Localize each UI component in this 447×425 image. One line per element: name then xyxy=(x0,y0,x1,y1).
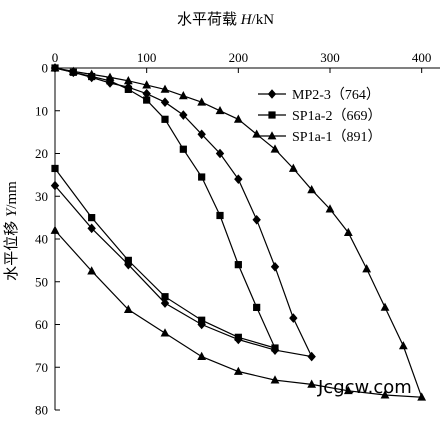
y-axis-title: 水平位移 Y/mm xyxy=(3,181,20,281)
data-point-diamond xyxy=(252,214,261,225)
series-triangle xyxy=(50,63,427,401)
data-point-square xyxy=(161,115,169,123)
axes: 0 100 200 300 400 0 10 20 30 40 50 60 70 80 水平荷载 H/kN 水… xyxy=(3,11,440,418)
data-point-square xyxy=(198,173,206,181)
data-point-square xyxy=(124,85,132,93)
data-point-triangle xyxy=(50,225,60,234)
data-point-triangle xyxy=(123,304,133,313)
data-point-triangle xyxy=(343,385,353,395)
data-point-triangle xyxy=(380,302,390,311)
y-tick-label: 10 xyxy=(35,103,48,118)
data-point-diamond xyxy=(160,298,170,308)
data-point-triangle xyxy=(87,266,97,275)
legend-label: MP2-3（764） xyxy=(292,87,380,103)
data-point-triangle xyxy=(380,390,390,399)
data-point-diamond xyxy=(50,180,60,191)
x-tick-label: 100 xyxy=(137,50,157,65)
data-point-triangle xyxy=(398,341,408,350)
data-point-triangle xyxy=(50,63,60,72)
y-tick-label: 40 xyxy=(35,232,48,247)
data-point-square xyxy=(234,261,242,269)
x-tick-label: 300 xyxy=(320,50,340,65)
data-point-diamond xyxy=(307,351,316,362)
data-point-triangle xyxy=(215,105,225,115)
data-point-triangle xyxy=(123,76,133,85)
data-point-diamond xyxy=(289,313,298,323)
data-point-triangle xyxy=(270,144,280,153)
series-diamond xyxy=(50,63,316,362)
data-point-triangle xyxy=(160,84,170,93)
data-point-triangle xyxy=(105,72,115,81)
x-tick-label: 400 xyxy=(412,50,432,65)
data-point-triangle xyxy=(233,114,243,123)
data-point-square xyxy=(253,303,261,311)
y-tick-label: 0 xyxy=(42,61,49,76)
data-point-triangle xyxy=(160,328,170,337)
y-tick-label: 50 xyxy=(35,274,48,289)
legend-item: MP2-3（764） xyxy=(258,87,380,103)
data-point-square xyxy=(143,96,151,104)
data-point-diamond xyxy=(160,97,170,107)
data-point-diamond xyxy=(267,89,277,99)
data-point-square xyxy=(216,211,224,220)
data-point-square xyxy=(268,111,276,119)
data-point-triangle xyxy=(142,80,152,89)
y-tick-label: 20 xyxy=(35,146,48,161)
data-point-triangle xyxy=(178,90,188,100)
data-point-triangle xyxy=(233,366,243,375)
data-point-square xyxy=(179,145,187,153)
data-point-diamond xyxy=(215,148,225,159)
data-point-diamond xyxy=(87,223,96,234)
legend-item: SP1a-1（891） xyxy=(258,129,381,145)
series-square xyxy=(51,64,279,352)
data-point-triangle xyxy=(68,66,78,75)
data-point-triangle xyxy=(87,69,97,78)
data-point-triangle xyxy=(197,97,207,106)
y-tick-label: 30 xyxy=(35,189,48,204)
legend-label: SP1a-1（891） xyxy=(292,129,381,145)
data-point-triangle xyxy=(307,379,317,388)
data-point-diamond xyxy=(270,261,280,272)
data-point-square xyxy=(161,293,169,301)
data-point-square xyxy=(106,77,114,85)
x-tick-label: 200 xyxy=(229,50,249,65)
watermark: Jcgcw.com xyxy=(317,377,412,398)
data-point-triangle xyxy=(197,351,207,360)
data-point-triangle xyxy=(267,131,277,140)
data-point-triangle xyxy=(343,227,353,236)
data-point-diamond xyxy=(197,129,206,140)
x-axis-title: 水平荷载 H/kN xyxy=(177,11,274,28)
data-point-triangle xyxy=(417,392,427,401)
data-point-square xyxy=(234,333,242,341)
data-point-triangle xyxy=(307,185,317,194)
data-point-triangle xyxy=(325,204,335,213)
series-layer xyxy=(50,63,427,401)
data-point-square xyxy=(51,164,59,173)
data-point-triangle xyxy=(270,375,280,384)
x-tick-label: 0 xyxy=(52,50,59,65)
data-point-square xyxy=(88,214,96,222)
data-point-diamond xyxy=(234,174,243,184)
legend: MP2-3（764） SP1a-2（669） SP1a-1（891） xyxy=(258,87,381,145)
data-point-diamond xyxy=(142,88,151,99)
legend-item: SP1a-2（669） xyxy=(258,108,381,124)
data-point-square xyxy=(124,256,132,264)
legend-label: SP1a-2（669） xyxy=(292,108,381,124)
data-point-triangle xyxy=(362,264,372,273)
data-point-square xyxy=(271,344,279,352)
y-tick-label: 60 xyxy=(35,317,48,332)
data-point-diamond xyxy=(179,110,188,120)
data-point-triangle xyxy=(288,163,298,172)
y-tick-label: 70 xyxy=(35,360,48,375)
data-point-square xyxy=(198,316,206,324)
y-tick-label: 80 xyxy=(35,403,48,418)
